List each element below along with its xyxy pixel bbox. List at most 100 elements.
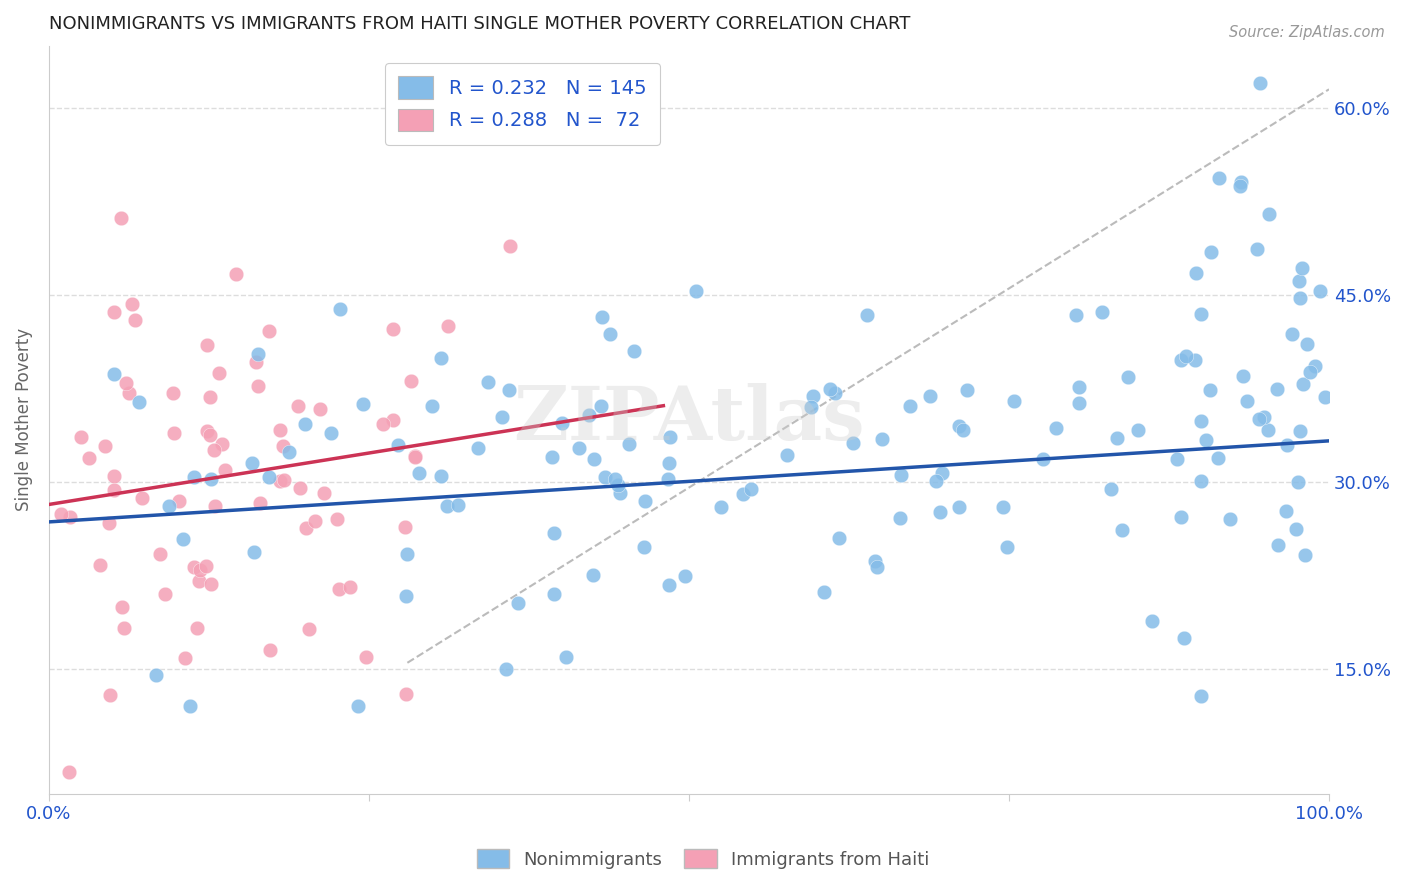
Point [259, 642, 281, 657]
Point [408, 466, 430, 480]
Point [195, 425, 218, 439]
Point [437, 319, 460, 334]
Point [339, 580, 361, 594]
Point [77, 451, 100, 466]
Point [1189, 474, 1212, 488]
Point [1267, 539, 1289, 553]
Point [329, 301, 352, 316]
Point [551, 416, 574, 430]
Point [163, 425, 186, 440]
Point [890, 468, 912, 483]
Point [710, 500, 733, 515]
Point [269, 423, 291, 437]
Point [249, 496, 271, 510]
Point [948, 500, 970, 514]
Point [294, 521, 316, 535]
Point [157, 499, 180, 513]
Point [190, 563, 212, 577]
Point [352, 397, 374, 411]
Point [1191, 689, 1213, 703]
Point [287, 400, 309, 414]
Point [863, 554, 886, 568]
Point [245, 355, 267, 369]
Point [1064, 308, 1087, 322]
Point [110, 211, 132, 225]
Point [246, 378, 269, 392]
Point [183, 469, 205, 483]
Point [866, 560, 889, 574]
Point [1184, 266, 1206, 280]
Point [540, 450, 562, 464]
Point [657, 472, 679, 486]
Point [395, 547, 418, 561]
Point [1288, 274, 1310, 288]
Point [1247, 411, 1270, 425]
Point [172, 532, 194, 546]
Point [1286, 475, 1309, 489]
Point [1303, 359, 1326, 373]
Point [183, 560, 205, 574]
Point [603, 472, 626, 486]
Point [593, 469, 616, 483]
Point [555, 650, 578, 665]
Point [111, 600, 134, 615]
Point [609, 486, 631, 500]
Point [1199, 244, 1222, 259]
Point [855, 308, 877, 322]
Point [731, 487, 754, 501]
Point [103, 368, 125, 382]
Point [1128, 423, 1150, 437]
Point [498, 383, 520, 397]
Point [495, 662, 517, 676]
Point [346, 699, 368, 714]
Point [889, 511, 911, 525]
Point [404, 450, 426, 465]
Point [304, 514, 326, 528]
Point [685, 284, 707, 298]
Point [198, 428, 221, 442]
Point [1111, 524, 1133, 538]
Point [103, 483, 125, 497]
Point [818, 382, 841, 396]
Point [1281, 326, 1303, 341]
Point [543, 587, 565, 601]
Point [776, 448, 799, 462]
Point [568, 441, 591, 455]
Point [121, 297, 143, 311]
Point [394, 520, 416, 534]
Point [824, 385, 846, 400]
Point [1032, 451, 1054, 466]
Point [131, 491, 153, 505]
Point [1284, 522, 1306, 536]
Point [128, 395, 150, 409]
Point [309, 401, 332, 416]
Point [354, 649, 377, 664]
Point [118, 386, 141, 401]
Point [89, 558, 111, 572]
Point [1291, 261, 1313, 276]
Point [952, 423, 974, 437]
Point [382, 322, 405, 336]
Point [1189, 307, 1212, 321]
Point [623, 344, 645, 359]
Point [70, 429, 93, 443]
Point [583, 451, 606, 466]
Point [1173, 632, 1195, 646]
Point [179, 699, 201, 714]
Point [198, 390, 221, 404]
Point [420, 399, 443, 413]
Point [202, 442, 225, 457]
Point [617, 437, 640, 451]
Point [1257, 207, 1279, 221]
Point [200, 577, 222, 591]
Point [200, 472, 222, 486]
Point [1067, 395, 1090, 409]
Point [1208, 170, 1230, 185]
Point [214, 463, 236, 477]
Point [257, 325, 280, 339]
Point [124, 313, 146, 327]
Point [1170, 353, 1192, 368]
Point [290, 481, 312, 495]
Point [115, 376, 138, 391]
Point [1091, 305, 1114, 319]
